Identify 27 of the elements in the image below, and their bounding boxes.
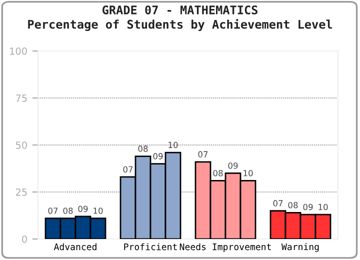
text: 08 (213, 170, 223, 176)
y-tick-label: 25 (16, 188, 27, 196)
series-label: 10 (94, 208, 103, 214)
text: 09 (153, 153, 163, 160)
chart-subtitle: Percentage of Students by Achievement Level (28, 18, 332, 32)
series-label: 08 (63, 208, 73, 214)
text: 08 (138, 146, 148, 152)
y-tick-label: 50 (16, 141, 27, 149)
text: 08 (288, 202, 298, 208)
y-tick-label: 75 (16, 94, 27, 102)
y-tick-label: 100 (10, 47, 27, 55)
x-tick-label: Warning (281, 243, 319, 252)
chart-title: GRADE 07 - MATHEMATICS (102, 5, 258, 14)
text: 10 (244, 170, 253, 176)
text: 10 (168, 142, 178, 148)
x-tick-label: Needs Improvement (180, 243, 271, 252)
text: 09 (303, 204, 313, 210)
y-tick-label: 0 (22, 235, 27, 243)
x-tick-label: Advanced (54, 243, 96, 250)
text: 09 (228, 162, 238, 169)
x-tick-label: Proficient (124, 243, 177, 250)
text: 10 (318, 204, 328, 210)
text: 07 (273, 200, 283, 206)
series-label: 07 (198, 151, 208, 158)
text: 07 (48, 208, 58, 214)
series-label: 09 (78, 206, 88, 212)
text: 07 (123, 166, 133, 173)
